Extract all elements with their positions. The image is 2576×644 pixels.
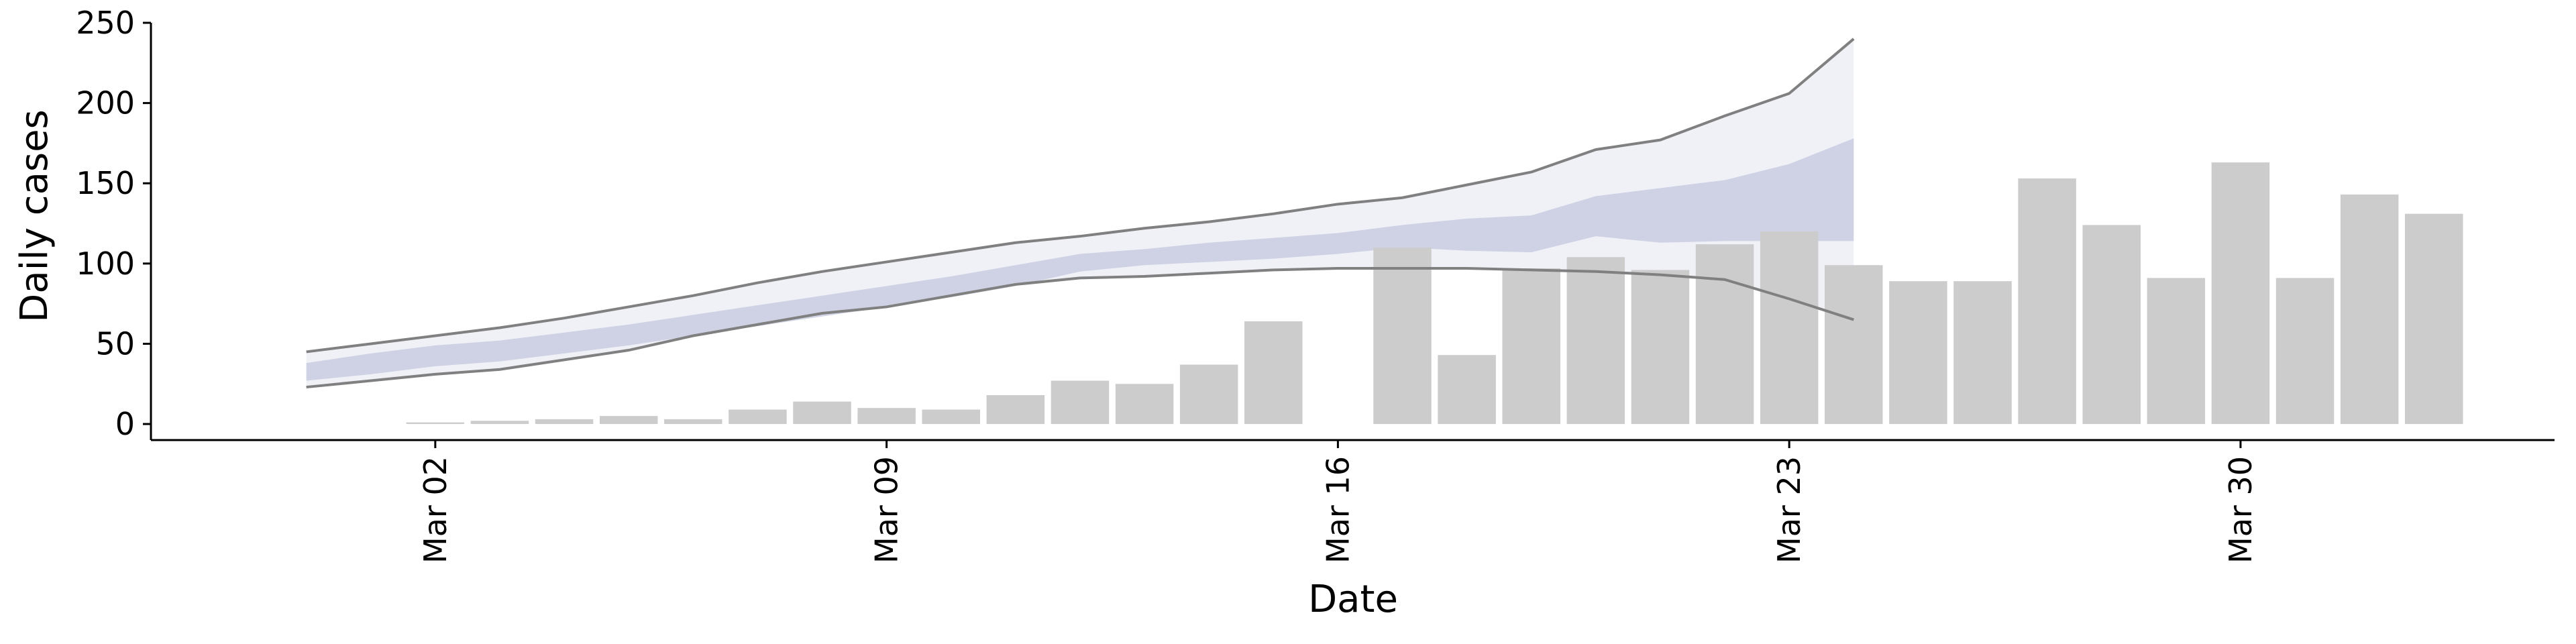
bar bbox=[857, 408, 916, 425]
bar bbox=[986, 395, 1045, 425]
bar bbox=[406, 422, 465, 425]
y-axis-label: Daily cases bbox=[13, 109, 56, 322]
bar bbox=[599, 416, 658, 425]
forecast-band bbox=[306, 138, 1854, 381]
x-tick-label: Mar 30 bbox=[2222, 456, 2259, 564]
bar bbox=[1566, 257, 1625, 425]
bar bbox=[1825, 265, 1883, 425]
x-tick-label: Mar 16 bbox=[1320, 456, 1356, 564]
bar bbox=[535, 419, 594, 425]
bar bbox=[1438, 355, 1496, 425]
bar bbox=[1179, 364, 1238, 425]
bar bbox=[1631, 270, 1690, 425]
bar bbox=[2018, 178, 2076, 425]
bar bbox=[1373, 247, 1432, 425]
y-tick-label: 50 bbox=[95, 325, 135, 362]
x-tick-label: Mar 09 bbox=[869, 456, 905, 564]
y-tick-label: 200 bbox=[76, 85, 135, 121]
bar bbox=[793, 401, 851, 425]
bar bbox=[1889, 281, 1947, 425]
x-tick-label: Mar 02 bbox=[417, 456, 453, 564]
y-tick-label: 0 bbox=[115, 406, 135, 442]
bar bbox=[2147, 278, 2206, 425]
bar bbox=[1953, 281, 2012, 425]
bar bbox=[2340, 194, 2399, 425]
bar bbox=[664, 419, 722, 425]
bar bbox=[1760, 231, 1819, 425]
bar bbox=[1244, 321, 1303, 425]
bar bbox=[2082, 225, 2141, 425]
bar bbox=[729, 409, 787, 425]
forecast-band bbox=[306, 38, 1854, 388]
forecast-line bbox=[306, 267, 1854, 389]
x-tick-label: Mar 23 bbox=[1771, 456, 1807, 564]
bar bbox=[1115, 384, 1174, 425]
y-tick-label: 150 bbox=[76, 165, 135, 201]
bar bbox=[1051, 380, 1110, 425]
bar bbox=[2211, 162, 2270, 425]
bar bbox=[1695, 244, 1754, 425]
bar bbox=[1502, 268, 1560, 425]
bar bbox=[470, 421, 529, 425]
bar bbox=[2405, 213, 2463, 425]
y-tick-label: 250 bbox=[76, 5, 135, 41]
forecast-line bbox=[306, 38, 1855, 354]
x-axis-label: Date bbox=[1308, 578, 1398, 621]
bar bbox=[2275, 278, 2334, 425]
bar bbox=[922, 409, 980, 425]
y-tick-label: 100 bbox=[76, 246, 135, 282]
